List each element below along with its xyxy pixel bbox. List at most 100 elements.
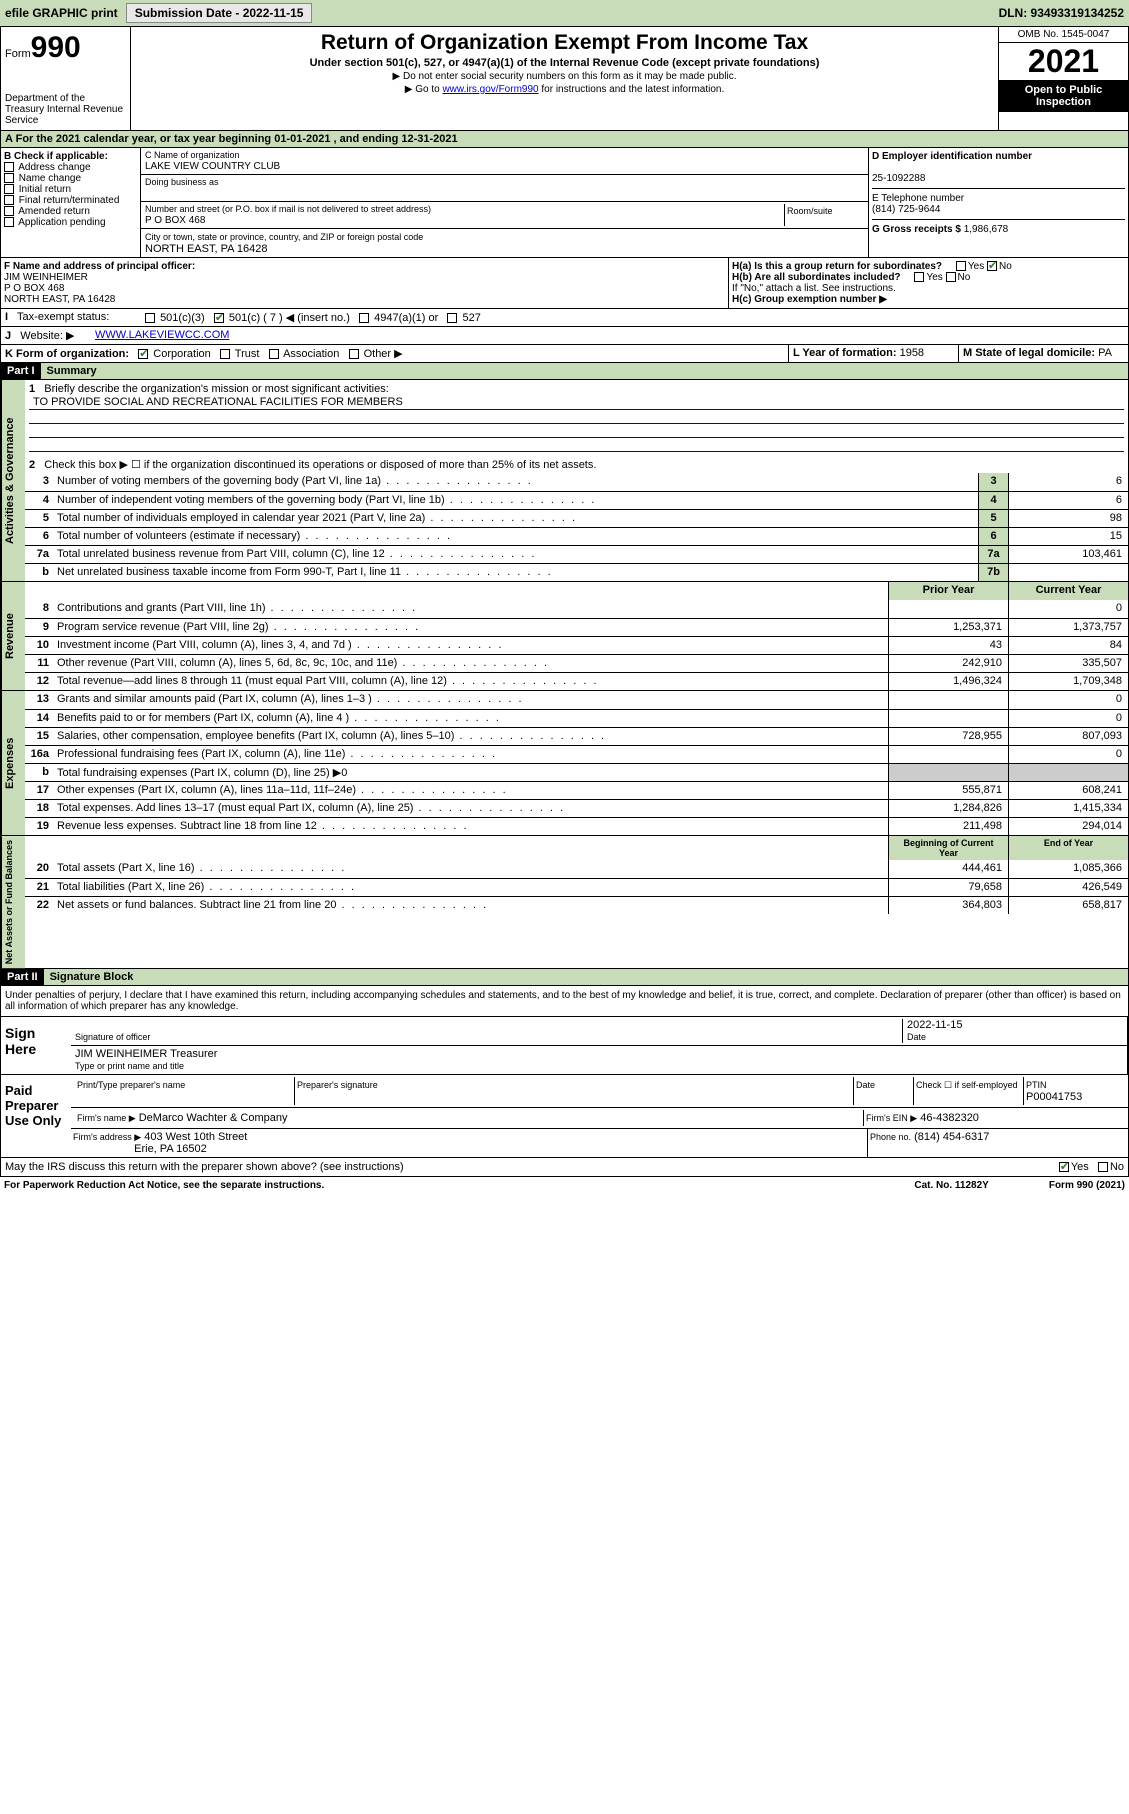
- table-row: 20Total assets (Part X, line 16)444,4611…: [25, 860, 1128, 878]
- checkbox-corp[interactable]: [138, 349, 148, 359]
- website-link[interactable]: WWW.LAKEVIEWCC.COM: [95, 329, 229, 341]
- paid-preparer-label: Paid Preparer Use Only: [1, 1075, 71, 1157]
- checkbox-address-change[interactable]: [4, 162, 14, 172]
- section-a-label: A: [5, 133, 16, 145]
- table-row: 18Total expenses. Add lines 13–17 (must …: [25, 799, 1128, 817]
- col-header-row-2: Beginning of Current Year End of Year: [25, 836, 1128, 860]
- telephone: (814) 725-9644: [872, 204, 940, 215]
- checkbox-ha-yes[interactable]: [956, 261, 966, 271]
- section-b: B Check if applicable: Address change Na…: [1, 148, 141, 257]
- dln-label: DLN: 93493319134252: [999, 6, 1124, 20]
- checkbox-app-pending[interactable]: [4, 217, 14, 227]
- side-label-netassets: Net Assets or Fund Balances: [1, 836, 25, 968]
- checkbox-assoc[interactable]: [269, 349, 279, 359]
- note-ssn: ▶ Do not enter social security numbers o…: [135, 71, 994, 82]
- ein: 25-1092288: [872, 173, 925, 184]
- table-row: 16aProfessional fundraising fees (Part I…: [25, 745, 1128, 763]
- tax-year: 2021: [999, 43, 1128, 80]
- gross-receipts: 1,986,678: [964, 224, 1009, 235]
- table-row: 19Revenue less expenses. Subtract line 1…: [25, 817, 1128, 835]
- table-row: 13Grants and similar amounts paid (Part …: [25, 691, 1128, 709]
- table-row: 10Investment income (Part VIII, column (…: [25, 636, 1128, 654]
- table-row: 5Total number of individuals employed in…: [25, 509, 1128, 527]
- checkbox-hb-yes[interactable]: [914, 272, 924, 282]
- checkbox-other[interactable]: [349, 349, 359, 359]
- note-link: ▶ Go to www.irs.gov/Form990 for instruct…: [135, 84, 994, 95]
- org-info-block: B Check if applicable: Address change Na…: [0, 148, 1129, 258]
- section-i-row: I Tax-exempt status: 501(c)(3) 501(c) ( …: [0, 309, 1129, 327]
- firm-name: DeMarco Wachter & Company: [139, 1112, 288, 1124]
- header-mid: Return of Organization Exempt From Incom…: [131, 27, 998, 130]
- submission-date-button[interactable]: Submission Date - 2022-11-15: [126, 3, 313, 23]
- checkbox-discuss-no[interactable]: [1098, 1162, 1108, 1172]
- officer-name: JIM WEINHEIMER: [4, 272, 88, 283]
- efile-label: efile GRAPHIC print: [5, 6, 118, 20]
- part1-header: Part I Summary: [0, 363, 1129, 380]
- checkbox-527[interactable]: [447, 313, 457, 323]
- table-row: bNet unrelated business taxable income f…: [25, 563, 1128, 581]
- section-h: H(a) Is this a group return for subordin…: [728, 258, 1128, 308]
- officer-signed-name: JIM WEINHEIMER Treasurer: [75, 1048, 217, 1060]
- org-street: P O BOX 468: [145, 215, 205, 226]
- col-header-row: Prior Year Current Year: [25, 582, 1128, 600]
- side-label-revenue: Revenue: [1, 582, 25, 690]
- checkbox-discuss-yes[interactable]: [1059, 1162, 1069, 1172]
- table-row: 9Program service revenue (Part VIII, lin…: [25, 618, 1128, 636]
- firm-ein: 46-4382320: [920, 1112, 979, 1124]
- table-row: 15Salaries, other compensation, employee…: [25, 727, 1128, 745]
- checkbox-amended[interactable]: [4, 206, 14, 216]
- table-row: 7aTotal unrelated business revenue from …: [25, 545, 1128, 563]
- table-row: 17Other expenses (Part IX, column (A), l…: [25, 781, 1128, 799]
- form-number: 990: [31, 31, 81, 64]
- checkbox-initial-return[interactable]: [4, 184, 14, 194]
- open-inspection: Open to Public Inspection: [999, 80, 1128, 112]
- mission-text: TO PROVIDE SOCIAL AND RECREATIONAL FACIL…: [29, 395, 1124, 410]
- table-row: 11Other revenue (Part VIII, column (A), …: [25, 654, 1128, 672]
- section-governance: Activities & Governance 1 Briefly descri…: [0, 380, 1129, 582]
- checkbox-ha-no[interactable]: [987, 261, 997, 271]
- side-label-expenses: Expenses: [1, 691, 25, 835]
- firm-phone: (814) 454-6317: [914, 1131, 989, 1143]
- section-expenses: Expenses 13Grants and similar amounts pa…: [0, 691, 1129, 836]
- state-domicile: PA: [1098, 347, 1112, 359]
- table-row: 4Number of independent voting members of…: [25, 491, 1128, 509]
- calendar-year-row: A For the 2021 calendar year, or tax yea…: [0, 131, 1129, 148]
- checkbox-501c3[interactable]: [145, 313, 155, 323]
- checkbox-name-change[interactable]: [4, 173, 14, 183]
- form-label: Form: [5, 48, 31, 60]
- section-c: C Name of organization LAKE VIEW COUNTRY…: [141, 148, 868, 257]
- section-revenue: Revenue Prior Year Current Year 8Contrib…: [0, 582, 1129, 691]
- section-netassets: Net Assets or Fund Balances Beginning of…: [0, 836, 1129, 969]
- irs-link[interactable]: www.irs.gov/Form990: [442, 84, 538, 95]
- table-row: 3Number of voting members of the governi…: [25, 473, 1128, 491]
- table-row: 8Contributions and grants (Part VIII, li…: [25, 600, 1128, 618]
- side-label-governance: Activities & Governance: [1, 380, 25, 581]
- checkbox-4947[interactable]: [359, 313, 369, 323]
- sign-here-label: Sign Here: [1, 1017, 71, 1074]
- top-bar: efile GRAPHIC print Submission Date - 20…: [0, 0, 1129, 26]
- form-header: Form990 Department of the Treasury Inter…: [0, 26, 1129, 131]
- checkbox-501c[interactable]: [214, 313, 224, 323]
- part2-header: Part II Signature Block: [0, 969, 1129, 986]
- table-row: bTotal fundraising expenses (Part IX, co…: [25, 763, 1128, 781]
- checkbox-trust[interactable]: [220, 349, 230, 359]
- checkbox-hb-no[interactable]: [946, 272, 956, 282]
- section-f: F Name and address of principal officer:…: [1, 258, 728, 308]
- sig-date: 2022-11-15: [907, 1019, 962, 1031]
- dept-label: Department of the Treasury Internal Reve…: [5, 93, 126, 126]
- ptin: P00041753: [1026, 1091, 1082, 1103]
- signature-block: Under penalties of perjury, I declare th…: [0, 986, 1129, 1177]
- org-city: NORTH EAST, PA 16428: [145, 243, 267, 255]
- page-footer: For Paperwork Reduction Act Notice, see …: [0, 1177, 1129, 1194]
- table-row: 22Net assets or fund balances. Subtract …: [25, 896, 1128, 914]
- firm-address: 403 West 10th Street: [144, 1131, 247, 1143]
- checkbox-final-return[interactable]: [4, 195, 14, 205]
- form-subtitle: Under section 501(c), 527, or 4947(a)(1)…: [135, 57, 994, 69]
- declaration-text: Under penalties of perjury, I declare th…: [1, 986, 1128, 1016]
- table-row: 14Benefits paid to or for members (Part …: [25, 709, 1128, 727]
- table-row: 6Total number of volunteers (estimate if…: [25, 527, 1128, 545]
- section-klm-row: K Form of organization: Corporation Trus…: [0, 345, 1129, 363]
- header-right: OMB No. 1545-0047 2021 Open to Public In…: [998, 27, 1128, 130]
- table-row: 12Total revenue—add lines 8 through 11 (…: [25, 672, 1128, 690]
- header-left: Form990 Department of the Treasury Inter…: [1, 27, 131, 130]
